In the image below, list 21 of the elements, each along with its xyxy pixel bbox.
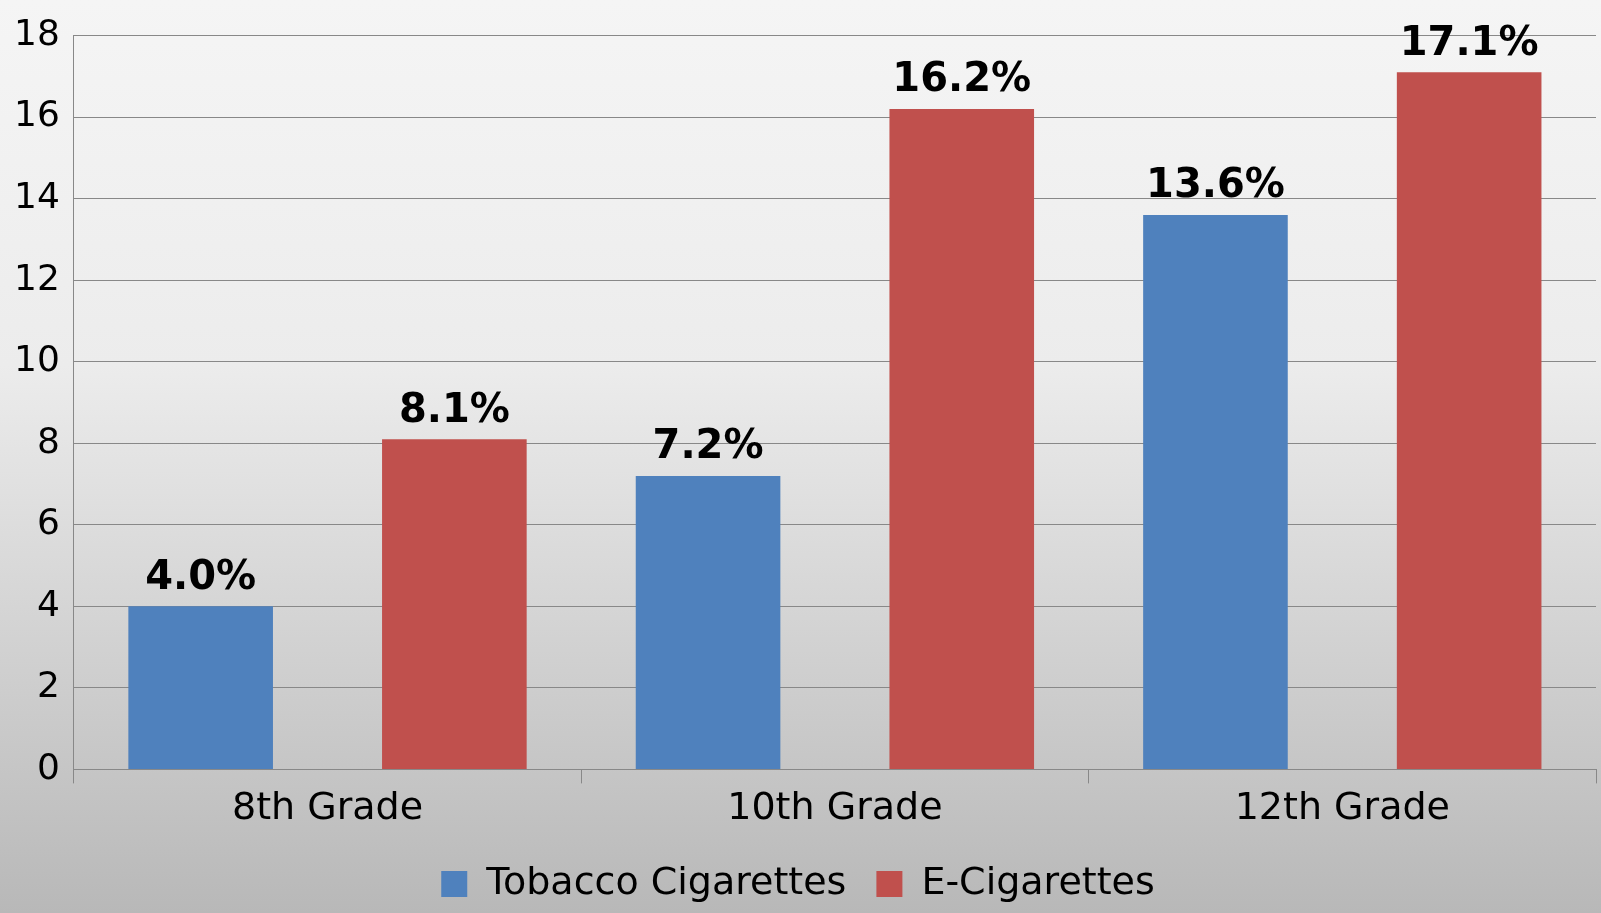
y-tick-label: 14 xyxy=(14,175,60,217)
y-tick-label: 10 xyxy=(14,338,60,380)
y-tick-label: 0 xyxy=(36,745,60,787)
data-label: 8.1% xyxy=(398,384,510,431)
y-tick-label: 18 xyxy=(14,11,60,53)
data-label: 16.2% xyxy=(892,54,1032,101)
y-tick-label: 8 xyxy=(36,419,60,461)
x-tick-label: 8th Grade xyxy=(231,784,424,829)
x-tick-label: 12th Grade xyxy=(1234,784,1450,829)
y-tick-label: 4 xyxy=(36,582,60,624)
y-tick-label: 12 xyxy=(14,256,60,298)
legend-label: Tobacco Cigarettes xyxy=(485,858,847,903)
data-label: 4.0% xyxy=(145,551,257,598)
y-tick-label: 6 xyxy=(36,501,60,543)
y-tick-label: 16 xyxy=(14,93,60,135)
x-tick-label: 10th Grade xyxy=(727,784,943,829)
y-tick-label: 2 xyxy=(36,664,60,706)
legend-label: E-Cigarettes xyxy=(921,858,1155,903)
data-label: 13.6% xyxy=(1146,160,1285,207)
data-label: 7.2% xyxy=(652,421,764,468)
data-label: 17.1% xyxy=(1399,17,1539,64)
